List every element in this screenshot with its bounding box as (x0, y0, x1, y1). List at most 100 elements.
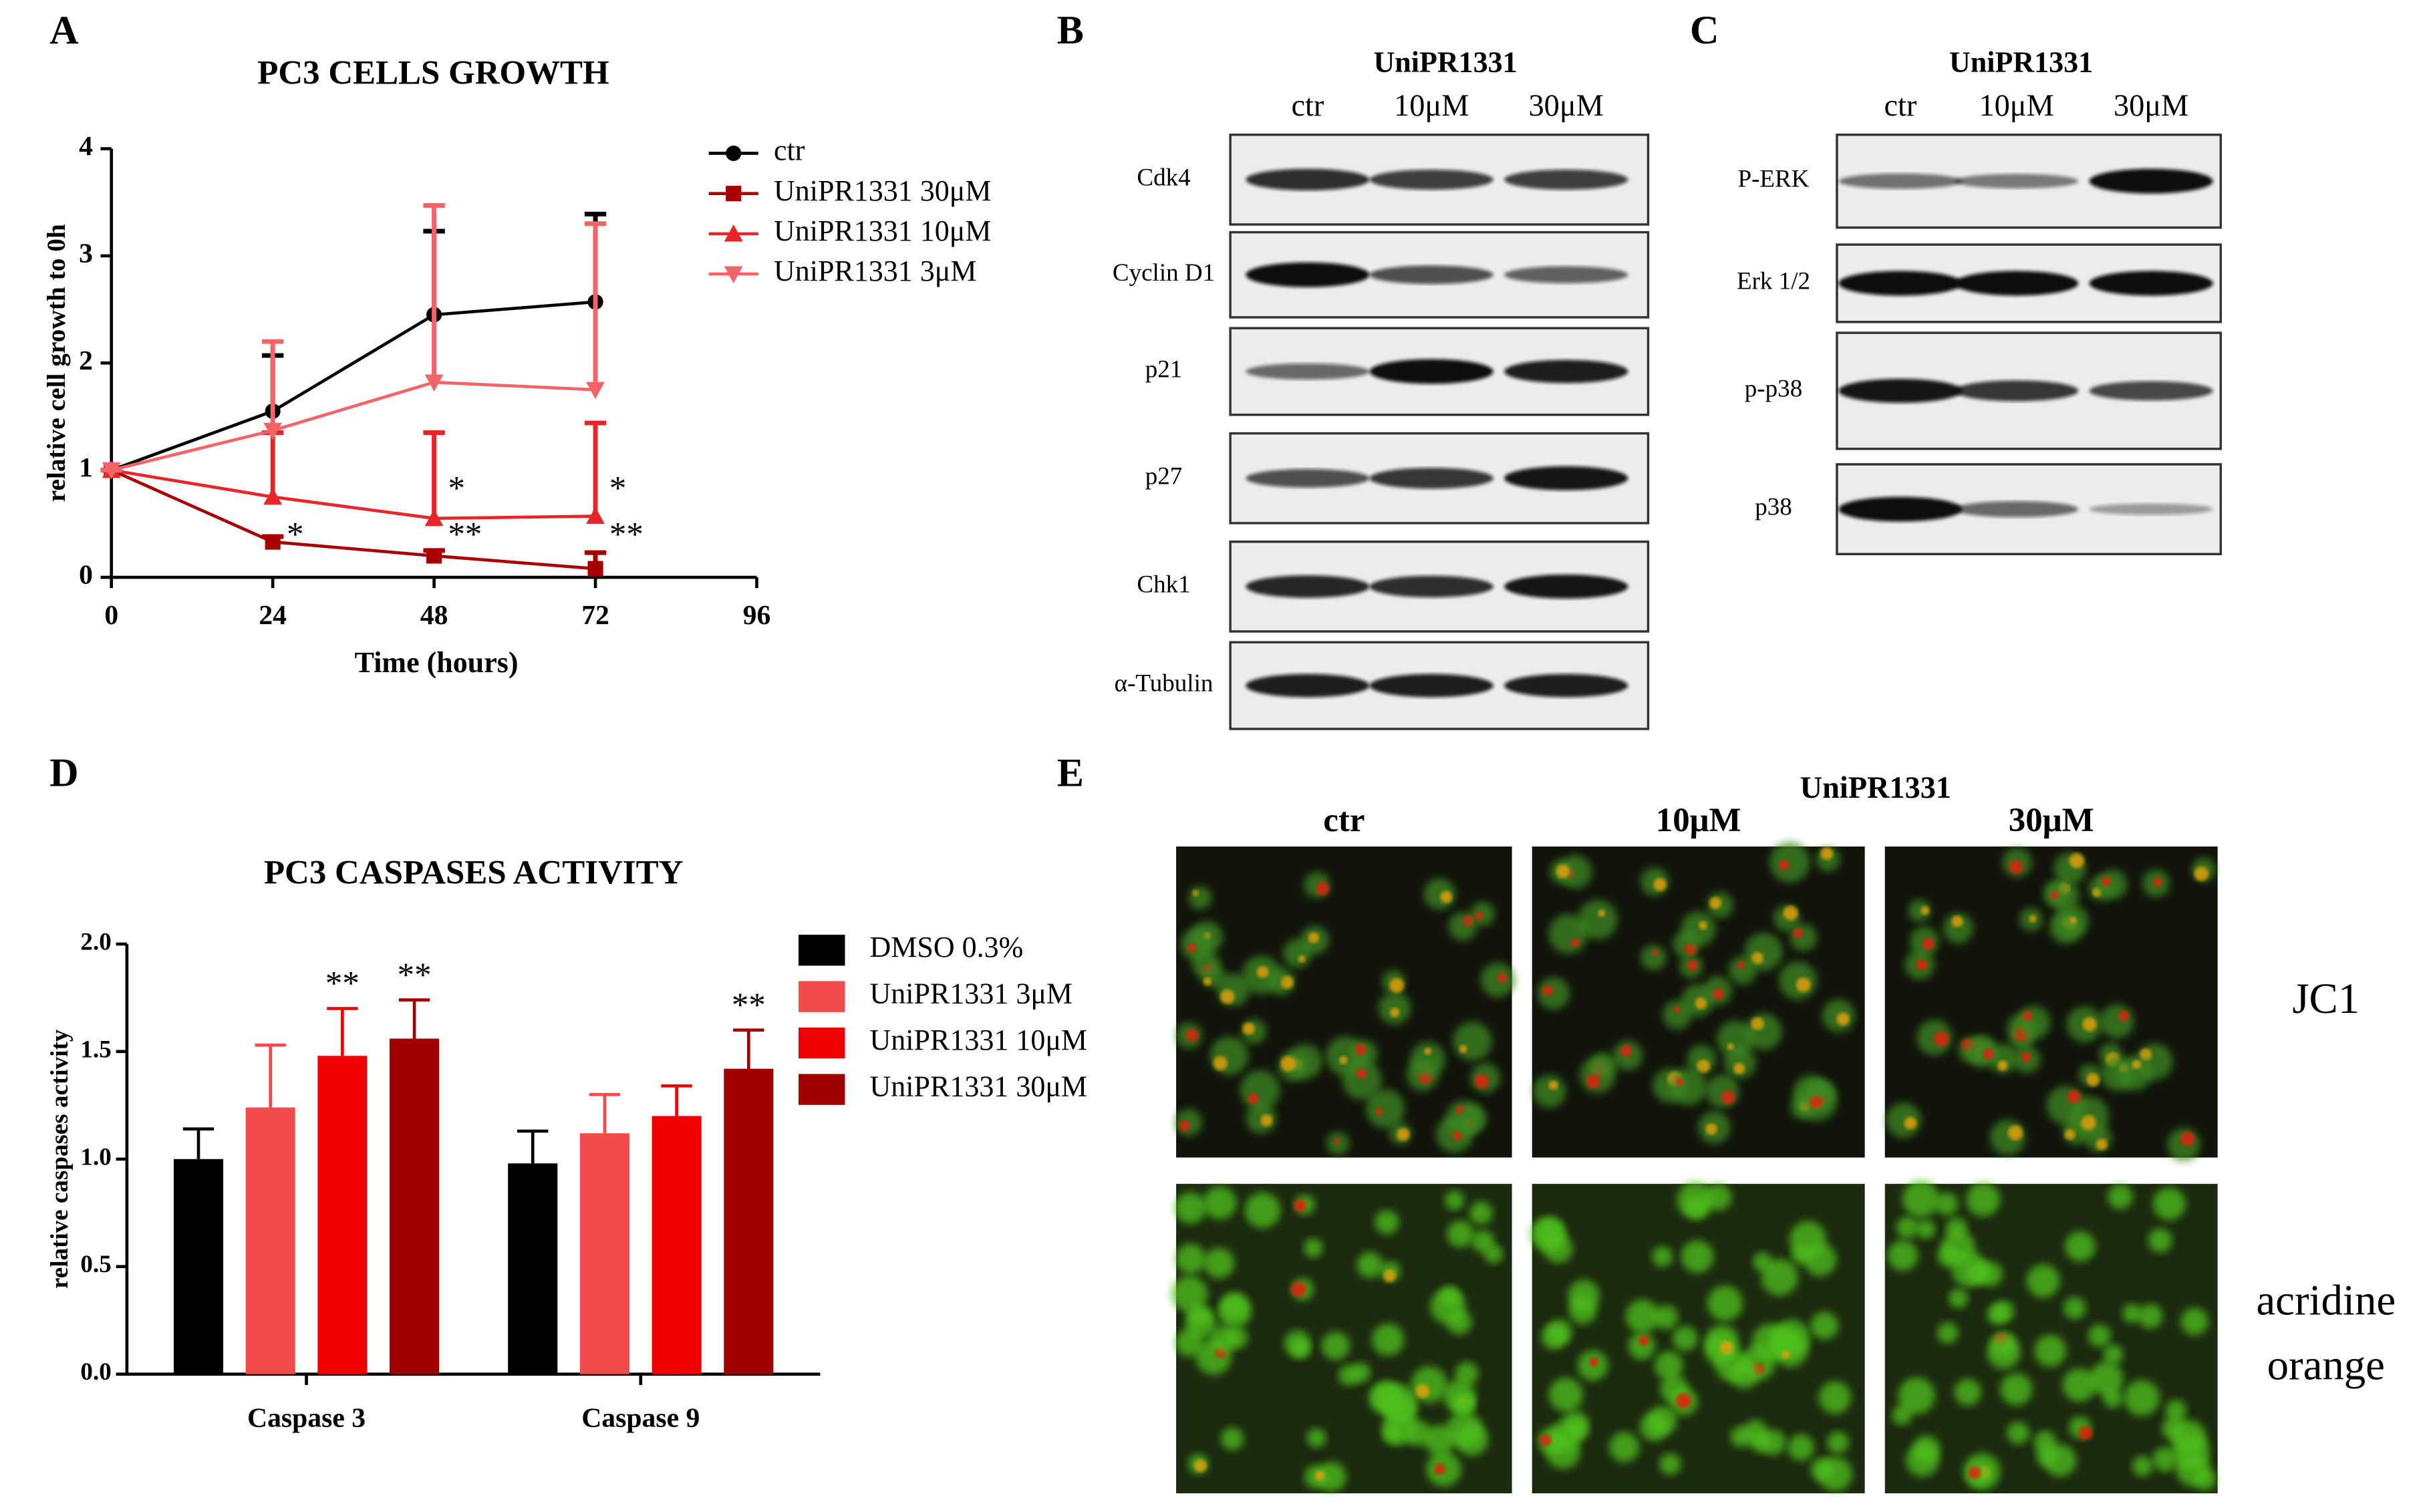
cell-spot (1620, 1045, 1632, 1057)
cell-spot (1280, 975, 1294, 989)
blot-band (1246, 468, 1370, 488)
cell (2122, 1304, 2142, 1323)
cell (1218, 1295, 1252, 1328)
cell (2103, 1344, 2124, 1365)
cell-spot (1213, 1056, 1228, 1070)
legend-label: UniPR1331 30μM (774, 174, 992, 207)
cell (1685, 1195, 1709, 1219)
cell-spot (2078, 1426, 2093, 1440)
cell-spot (1916, 959, 1928, 971)
error-bar (661, 1084, 692, 1116)
cell (2026, 1264, 2060, 1298)
cell-spot (1185, 1029, 1199, 1042)
blot-band (1246, 363, 1370, 380)
cell (1655, 1351, 1683, 1380)
cell (1659, 1453, 1681, 1475)
cell-spot (1652, 949, 1659, 957)
cell (2117, 1056, 2152, 1090)
cell-spot (1356, 1068, 1367, 1079)
micrograph (1884, 1180, 2218, 1494)
cell (1902, 1180, 1940, 1217)
cell (1306, 1428, 1326, 1448)
error-bar (584, 420, 607, 516)
y-tick-label: 0.5 (80, 1251, 111, 1278)
cell (2034, 1334, 2067, 1367)
cell-spot (1951, 915, 1963, 927)
cell (1761, 1259, 1798, 1296)
legend-swatch (798, 1027, 845, 1059)
marker (586, 382, 605, 400)
panel-label: C (1690, 8, 1719, 53)
cell (1283, 939, 1312, 968)
y-tick-label: 2.0 (80, 928, 111, 955)
cell-spot (1291, 1281, 1306, 1298)
legend-swatch (798, 1074, 845, 1105)
blot-band (1504, 574, 1628, 599)
cell-spot (1463, 915, 1474, 927)
cell-spot (2050, 891, 2059, 900)
marker (263, 422, 283, 440)
treatment-label: UniPR1331 (1373, 46, 1517, 79)
bar (652, 1116, 702, 1374)
cell (1966, 1183, 2001, 1217)
significance-mark: ** (732, 987, 766, 1024)
marker (102, 462, 121, 480)
cell-spot (2029, 915, 2037, 923)
blot-band (1954, 174, 2079, 189)
marker (587, 561, 603, 577)
cell-spot (1242, 1022, 1255, 1035)
protein-label: α-Tubulin (1115, 670, 1214, 698)
cell (1244, 1192, 1281, 1228)
cell-spot (2080, 1114, 2096, 1130)
cell-spot (1315, 1471, 1325, 1481)
blot-band (1838, 496, 1963, 522)
cell-spot (1695, 997, 1707, 1010)
legend-swatch (798, 981, 845, 1012)
cell (1640, 1412, 1669, 1441)
cell-spot (2022, 1011, 2033, 1022)
cell-spot (2069, 853, 2085, 869)
cell-spot (1933, 1031, 1949, 1047)
cell (1810, 1458, 1834, 1481)
cell-spot (1922, 937, 1935, 950)
cell (1707, 1286, 1743, 1322)
panel-label: B (1057, 8, 1084, 53)
cell (1937, 1245, 1960, 1267)
cell-spot (2153, 877, 2162, 887)
cell (1987, 1335, 2021, 1369)
cell (1366, 1089, 1405, 1128)
cell-spot (1570, 938, 1580, 947)
cell (1562, 1410, 1588, 1437)
legend-swatch (798, 934, 845, 966)
cell-spot (1298, 955, 1306, 963)
cell (1445, 1190, 1465, 1210)
cell-spot (1904, 1116, 1917, 1130)
cell (1453, 1022, 1492, 1061)
cell-spot (1598, 909, 1606, 917)
cell (2088, 1324, 2112, 1347)
legend-label: UniPR1331 10μM (774, 214, 992, 247)
cell-spot (1638, 1335, 1649, 1346)
cell-spot (1334, 1138, 1340, 1145)
cell (2132, 1455, 2153, 1477)
cell-spot (1781, 1350, 1790, 1360)
cell (1175, 1192, 1207, 1224)
blot-band (1246, 262, 1370, 287)
cell (1203, 1186, 1237, 1219)
cell (1321, 1332, 1350, 1360)
lane-label: ctr (1884, 89, 1916, 123)
cell-spot (1308, 932, 1320, 943)
cell-spot (2194, 866, 2209, 881)
chart-title: PC3 CASPASES ACTIVITY (264, 855, 683, 892)
marker (426, 548, 442, 564)
cell (1533, 1074, 1566, 1108)
cell (1372, 1324, 1405, 1356)
bar (317, 1056, 368, 1374)
blot-band (1369, 673, 1493, 698)
cell (2063, 1297, 2086, 1320)
marker (726, 186, 742, 202)
cell (1240, 1070, 1280, 1110)
cell (2089, 1362, 2124, 1396)
error-bar (423, 430, 445, 518)
